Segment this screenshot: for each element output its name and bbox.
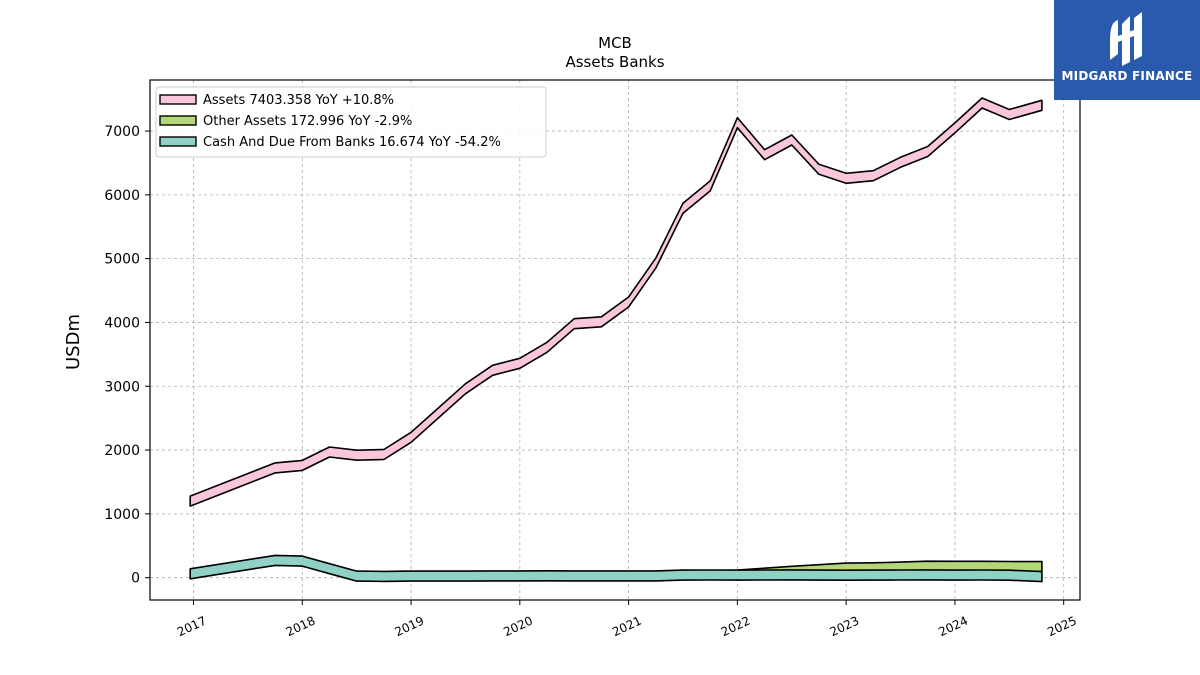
x-tick-label: 2018 — [284, 614, 318, 640]
y-tick-label: 0 — [131, 571, 140, 587]
chart-subtitle: Assets Banks — [565, 53, 664, 71]
y-axis-label: USDm — [63, 314, 84, 370]
legend-swatch — [159, 115, 197, 126]
legend-label: Cash And Due From Banks 16.674 YoY -54.2… — [203, 135, 501, 150]
y-tick-label: 4000 — [104, 315, 140, 331]
series-band-0 — [189, 97, 1043, 507]
grid — [150, 80, 1080, 600]
legend-label: Assets 7403.358 YoY +10.8% — [203, 93, 394, 108]
x-tick-label: 2019 — [393, 614, 427, 640]
series-band-2 — [189, 554, 1043, 583]
plot-area — [189, 97, 1043, 583]
legend-label: Other Assets 172.996 YoY -2.9% — [203, 114, 412, 129]
axes-frame — [149, 79, 1081, 601]
x-tick-label: 2017 — [175, 614, 209, 640]
y-tick-label: 1000 — [104, 507, 140, 523]
y-tick-label: 3000 — [104, 379, 140, 395]
chart-title: MCB — [598, 34, 632, 52]
x-tick-label: 2020 — [501, 614, 535, 640]
legend: Assets 7403.358 YoY +10.8% Other Assets 1… — [155, 86, 547, 158]
x-tick-label: 2021 — [610, 614, 644, 640]
brand-logo: MIDGARD FINANCE — [1054, 0, 1200, 100]
midgard-m-logo-icon — [1110, 12, 1142, 66]
y-tick-label: 5000 — [104, 252, 140, 268]
legend-box — [155, 86, 547, 158]
legend-swatch — [159, 94, 197, 105]
legend-swatch — [159, 136, 197, 147]
y-tick-label: 6000 — [104, 188, 140, 204]
y-tick-label: 2000 — [104, 443, 140, 459]
x-tick-label: 2025 — [1045, 614, 1079, 640]
brand-name: MIDGARD FINANCE — [1061, 69, 1193, 83]
x-tick-label: 2022 — [719, 614, 753, 640]
y-tick-label: 7000 — [104, 124, 140, 140]
x-tick-label: 2024 — [936, 614, 970, 640]
axes: 0 1000 2000 3000 4000 5000 6000 7000 2017 2018 201… — [104, 79, 1081, 640]
x-tick-label: 2023 — [828, 614, 862, 640]
